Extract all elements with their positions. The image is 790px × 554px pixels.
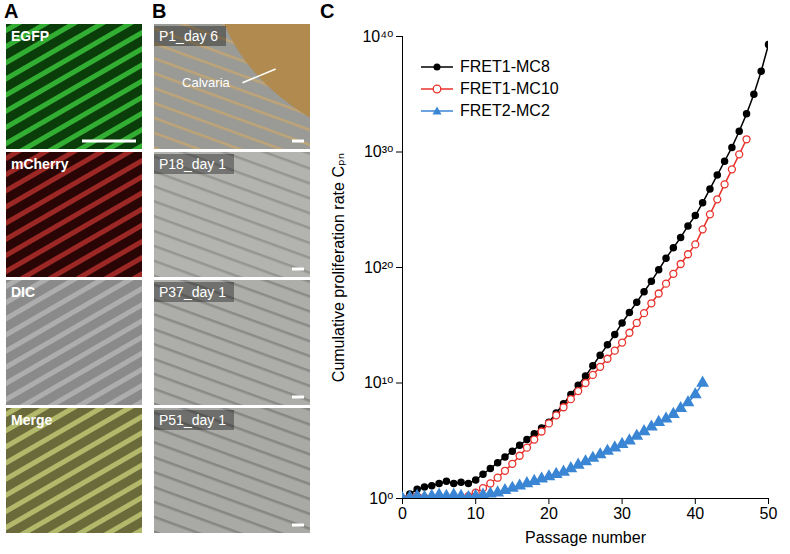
- svg-text:50: 50: [760, 505, 778, 522]
- svg-text:Passage number: Passage number: [525, 529, 647, 546]
- svg-text:Cumulative proliferation rate: Cumulative proliferation rate Cₚₙ: [330, 153, 347, 382]
- svg-text:DIC: DIC: [11, 284, 35, 300]
- svg-text:40: 40: [686, 505, 704, 522]
- svg-text:10²⁰: 10²⁰: [364, 259, 394, 276]
- svg-text:EGFP: EGFP: [11, 28, 49, 44]
- svg-text:Merge: Merge: [11, 412, 52, 428]
- html-text:FRET1-MC8: FRET1-MC8: [460, 58, 550, 75]
- html-text:FRET2-MC2: FRET2-MC2: [460, 102, 550, 119]
- svg-text:30: 30: [613, 505, 631, 522]
- html-text:B: B: [152, 0, 167, 22]
- svg-text:mCherry: mCherry: [11, 156, 69, 172]
- svg-text:10: 10: [467, 505, 485, 522]
- svg-text:P51_day 1: P51_day 1: [159, 412, 226, 428]
- svg-text:0: 0: [398, 505, 407, 522]
- svg-text:P37_day 1: P37_day 1: [159, 284, 226, 300]
- svg-text:10³⁰: 10³⁰: [364, 143, 394, 160]
- svg-text:20: 20: [540, 505, 558, 522]
- svg-text:10¹⁰: 10¹⁰: [364, 374, 394, 391]
- svg-text:Calvaria: Calvaria: [182, 75, 230, 90]
- svg-text:P1_day 6: P1_day 6: [159, 28, 218, 44]
- html-text:A: A: [4, 0, 19, 22]
- svg-text:10⁴⁰: 10⁴⁰: [362, 28, 393, 45]
- html-text:FRET1-MC10: FRET1-MC10: [460, 80, 559, 97]
- svg-text:10⁰: 10⁰: [369, 490, 393, 507]
- svg-text:P18_day 1: P18_day 1: [159, 156, 226, 172]
- html-text:C: C: [320, 0, 335, 22]
